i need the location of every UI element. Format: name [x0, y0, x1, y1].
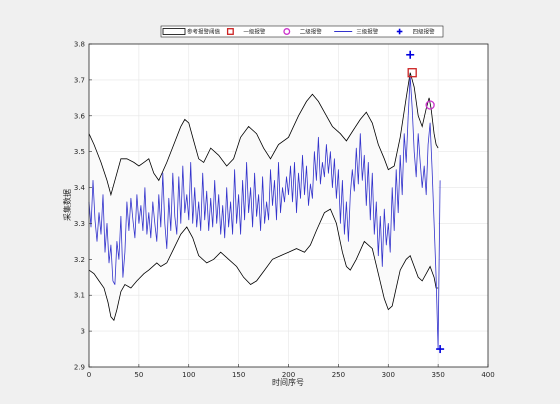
x-tick-label: 400 [481, 371, 494, 379]
threshold-lower-line [88, 208, 439, 322]
x-tick-label: 50 [134, 371, 143, 379]
alarm-marker [436, 345, 445, 354]
series-line [88, 75, 441, 350]
legend-symbol [283, 28, 291, 35]
alarm-marker [425, 100, 435, 110]
threshold-upper-line [88, 72, 439, 197]
y-tick-label: 2.9 [74, 364, 85, 372]
legend-label: 参考报警阈值 [187, 28, 221, 36]
legend[interactable]: 参考报警阈值 一级报警 二级报警 三级报警 四级报警 [160, 25, 444, 38]
y-tick-label: 3.3 [74, 220, 85, 228]
y-tick-label: 3.4 [74, 184, 86, 192]
x-tick-label: 350 [431, 371, 444, 379]
x-tick-label: 200 [282, 371, 295, 379]
legend-label: 三级报警 [356, 28, 379, 36]
y-axis-label: 采集数据 [62, 189, 72, 221]
x-axis-ticks: 0 50 100 150 200 250 300 350 400 [87, 364, 495, 379]
y-tick-label: 3.8 [74, 41, 85, 49]
y-tick-label: 3.6 [74, 112, 86, 120]
legend-label: 一级报警 [243, 28, 266, 36]
alarm-marker [406, 50, 415, 59]
x-tick-label: 150 [232, 371, 245, 379]
x-tick-label: 300 [382, 371, 395, 379]
alarm-markers [406, 50, 445, 354]
y-tick-label: 3 [81, 328, 85, 336]
x-tick-label: 250 [332, 371, 345, 379]
y-tick-label: 3.5 [74, 148, 85, 156]
legend-symbol [396, 28, 403, 35]
y-axis-ticks: 2.9 3 3.1 3.2 3.3 3.4 3.5 3.6 3.7 3.8 [74, 41, 92, 372]
x-axis-label: 时间序号 [272, 377, 304, 387]
legend-box [160, 25, 444, 38]
legend-symbol [226, 28, 234, 35]
y-tick-label: 3.2 [74, 256, 85, 264]
series-layer [88, 75, 441, 350]
x-tick-label: 0 [87, 371, 91, 379]
legend-symbol [162, 28, 186, 35]
alarm-marker [407, 68, 417, 78]
y-tick-label: 3.7 [74, 76, 85, 84]
legend-label: 四级报警 [413, 28, 436, 36]
y-tick-label: 3.1 [74, 292, 85, 300]
x-tick-label: 100 [182, 371, 195, 379]
legend-label: 二级报警 [300, 28, 323, 36]
